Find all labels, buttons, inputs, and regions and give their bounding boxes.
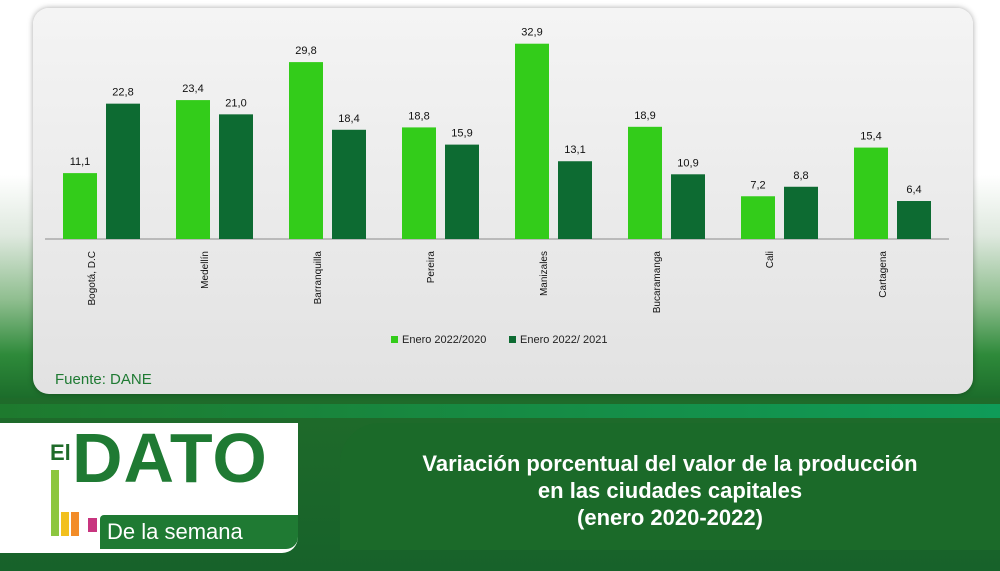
source-note: Fuente: DANE	[55, 371, 152, 388]
data-label-series-1-0: 11,1	[70, 156, 91, 168]
logo-bar-lime	[51, 470, 59, 536]
bar-series-1-2	[289, 62, 323, 239]
accent-stripe	[0, 404, 1000, 418]
data-label-series-1-4: 32,9	[521, 27, 542, 39]
logo-dato-text: DATO	[72, 419, 268, 497]
x-tick-label-6: Cali	[765, 251, 776, 268]
bar-series-2-5	[671, 174, 705, 239]
logo-bar-orange	[71, 512, 79, 536]
data-label-series-2-5: 10,9	[677, 157, 698, 169]
legend-swatch-1	[391, 336, 398, 343]
page-title: Variación porcentual del valor de la pro…	[340, 450, 1000, 531]
logo-subtitle-box	[100, 515, 298, 549]
data-label-series-2-1: 21,0	[225, 97, 246, 109]
bar-series-2-2	[332, 129, 366, 239]
logo-subtitle: De la semana	[107, 519, 243, 544]
bar-series-1-7	[854, 147, 888, 239]
bar-series-2-6	[784, 186, 818, 239]
legend-label-2: Enero 2022/ 2021	[520, 334, 607, 346]
bar-series-1-6	[741, 196, 775, 239]
title-line-2: en las ciudades capitales	[537, 478, 803, 503]
x-tick-label-4: Manizales	[539, 251, 550, 296]
data-label-series-1-3: 18,8	[408, 110, 429, 122]
bar-series-2-1	[219, 114, 253, 239]
logo-bar-yellow	[61, 512, 69, 536]
bar-series-2-3	[445, 144, 479, 239]
data-label-series-1-1: 23,4	[182, 83, 203, 95]
bar-series-2-4	[558, 161, 592, 239]
bar-series-2-7	[897, 201, 931, 239]
legend-swatch-2	[509, 336, 516, 343]
bar-series-1-0	[63, 173, 97, 239]
x-tick-label-0: Bogotá, D.C	[87, 251, 98, 305]
title-box	[340, 423, 1000, 550]
bar-series-1-1	[176, 100, 210, 240]
title-line-3: (enero 2020-2022)	[577, 505, 763, 530]
data-label-series-1-2: 29,8	[295, 45, 316, 57]
data-label-series-1-7: 15,4	[860, 131, 881, 143]
data-label-series-2-3: 15,9	[451, 128, 472, 140]
title-line-1: Variación porcentual del valor de la pro…	[422, 451, 918, 476]
bar-series-1-3	[402, 127, 436, 239]
data-label-series-2-7: 6,4	[906, 184, 921, 196]
data-label-series-1-5: 18,9	[634, 110, 655, 122]
data-label-series-2-0: 22,8	[112, 87, 133, 99]
data-label-series-2-4: 13,1	[564, 144, 585, 156]
logo-el-text: El	[50, 440, 71, 465]
bar-series-1-4	[515, 43, 549, 240]
logo-bar-magenta	[88, 518, 97, 532]
legend-label-1: Enero 2022/2020	[402, 334, 486, 346]
x-tick-label-3: Pereira	[426, 251, 437, 284]
x-tick-label-5: Bucaramanga	[652, 251, 663, 314]
x-tick-label-7: Cartagena	[878, 251, 889, 298]
bar-series-2-0	[106, 103, 140, 239]
data-label-series-1-6: 7,2	[750, 179, 765, 191]
x-tick-label-2: Barranquilla	[313, 251, 324, 305]
data-label-series-2-2: 18,4	[338, 113, 359, 125]
bar-series-1-5	[628, 126, 662, 239]
x-tick-label-1: Medellín	[200, 251, 211, 289]
data-label-series-2-6: 8,8	[793, 170, 808, 182]
bar-chart: 11,1 22,8 Bogotá, D.C 23,4 21,0 Medellín 29,8 1…	[45, 27, 949, 346]
